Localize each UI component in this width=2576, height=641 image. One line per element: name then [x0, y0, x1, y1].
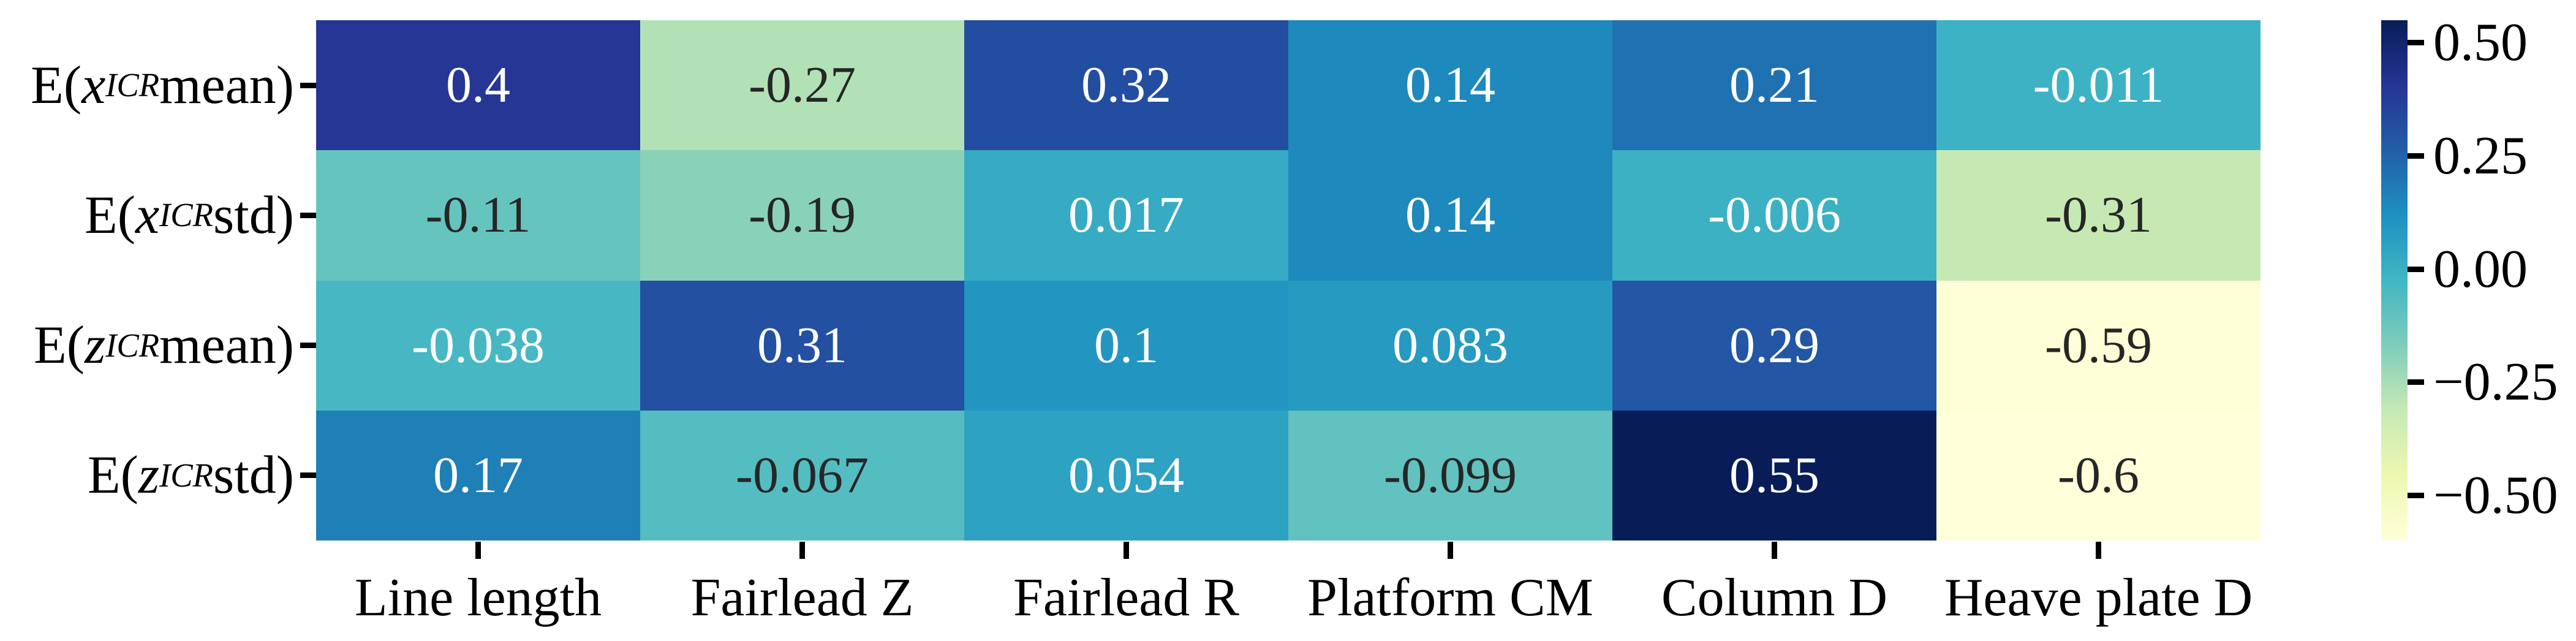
heatmap-cell: 0.054	[964, 410, 1288, 540]
x-axis-label: Fairlead Z	[690, 568, 914, 628]
x-tick-mark	[475, 542, 481, 559]
heatmap-cell: -0.31	[1936, 150, 2261, 281]
y-tick-mark	[300, 82, 316, 88]
cell-value-label: 0.17	[433, 446, 523, 504]
colorbar-tick-mark	[2408, 379, 2424, 385]
heatmap-cell: 0.14	[1288, 20, 1612, 151]
cell-value-label: 0.017	[1068, 186, 1184, 244]
cell-value-label: 0.14	[1405, 186, 1495, 244]
cell-value-label: -0.011	[2033, 56, 2164, 114]
cell-value-label: 0.32	[1081, 56, 1171, 114]
colorbar-tick-mark	[2408, 40, 2424, 46]
cell-value-label: -0.19	[749, 186, 856, 244]
heatmap-cell: 0.29	[1612, 280, 1936, 411]
y-axis-label: E(x ICR std)	[85, 185, 294, 245]
heatmap-cell: -0.59	[1936, 280, 2261, 411]
heatmap-cell: -0.11	[316, 150, 640, 281]
cell-value-label: 0.55	[1729, 446, 1819, 504]
heatmap-cell: -0.067	[640, 410, 964, 540]
colorbar-tick-mark	[2408, 153, 2424, 159]
cell-value-label: -0.006	[1708, 186, 1841, 244]
cell-value-label: -0.31	[2045, 186, 2152, 244]
heatmap-cell: -0.006	[1612, 150, 1936, 281]
heatmap-cell: 0.4	[316, 20, 640, 151]
colorbar-tick-label: −0.50	[2433, 465, 2558, 525]
cell-value-label: -0.038	[412, 316, 545, 374]
x-axis-label: Platform CM	[1307, 568, 1593, 628]
heatmap-cell: 0.17	[316, 410, 640, 540]
x-tick-mark	[1772, 542, 1777, 559]
x-axis-label: Column D	[1661, 568, 1888, 628]
heatmap-cell: 0.55	[1612, 410, 1936, 540]
x-tick-mark	[2096, 542, 2101, 559]
heatmap-grid: 0.4 -0.27 0.32 0.14 0.21 -0.011 -0.11 -0.19 0.01…	[316, 20, 2261, 540]
cell-value-label: 0.1	[1094, 316, 1158, 374]
cell-value-label: 0.083	[1392, 316, 1508, 374]
cell-value-label: 0.21	[1729, 56, 1819, 114]
x-axis-label: Fairlead R	[1013, 568, 1239, 628]
colorbar-gradient	[2381, 20, 2408, 540]
cell-value-label: -0.59	[2045, 316, 2152, 374]
heatmap-cell: 0.083	[1288, 280, 1612, 411]
colorbar-tick-label: 0.50	[2433, 13, 2528, 73]
heatmap-cell: -0.19	[640, 150, 964, 281]
heatmap-cell: 0.1	[964, 280, 1288, 411]
heatmap-cell: -0.27	[640, 20, 964, 151]
heatmap-cell: -0.6	[1936, 410, 2261, 540]
x-axis-label: Line length	[354, 568, 602, 628]
y-tick-mark	[300, 343, 316, 349]
cell-value-label: -0.6	[2058, 446, 2139, 504]
heatmap-cell: -0.099	[1288, 410, 1612, 540]
x-tick-mark	[1124, 542, 1129, 559]
cell-value-label: 0.4	[446, 56, 510, 114]
y-axis-label: E(z ICR std)	[87, 446, 294, 506]
cell-value-label: 0.29	[1729, 316, 1819, 374]
colorbar-tick-label: 0.25	[2433, 126, 2528, 186]
heatmap-cell: 0.017	[964, 150, 1288, 281]
colorbar-tick-label: 0.00	[2433, 239, 2528, 299]
cell-value-label: -0.11	[425, 186, 531, 244]
y-axis-label: E(x ICR mean)	[31, 55, 294, 115]
cell-value-label: 0.31	[757, 316, 847, 374]
heatmap-cell: 0.31	[640, 280, 964, 411]
y-tick-mark	[300, 472, 316, 479]
heatmap-cell: -0.011	[1936, 20, 2261, 151]
x-axis-label: Heave plate D	[1944, 568, 2253, 628]
y-axis-label: E(z ICR mean)	[33, 316, 294, 376]
cell-value-label: 0.14	[1405, 56, 1495, 114]
cell-value-label: -0.067	[736, 446, 869, 504]
colorbar-tick-mark	[2408, 492, 2424, 498]
heatmap-cell: -0.038	[316, 280, 640, 411]
heatmap-cell: 0.14	[1288, 150, 1612, 281]
x-tick-mark	[1448, 542, 1453, 559]
cell-value-label: -0.099	[1384, 446, 1517, 504]
heatmap-cell: 0.21	[1612, 20, 1936, 151]
colorbar-tick-label: −0.25	[2433, 352, 2558, 412]
y-tick-mark	[300, 212, 316, 218]
heatmap-cell: 0.32	[964, 20, 1288, 151]
x-tick-mark	[799, 542, 805, 559]
cell-value-label: 0.054	[1068, 446, 1184, 504]
colorbar-tick-mark	[2408, 266, 2424, 272]
cell-value-label: -0.27	[749, 56, 856, 114]
